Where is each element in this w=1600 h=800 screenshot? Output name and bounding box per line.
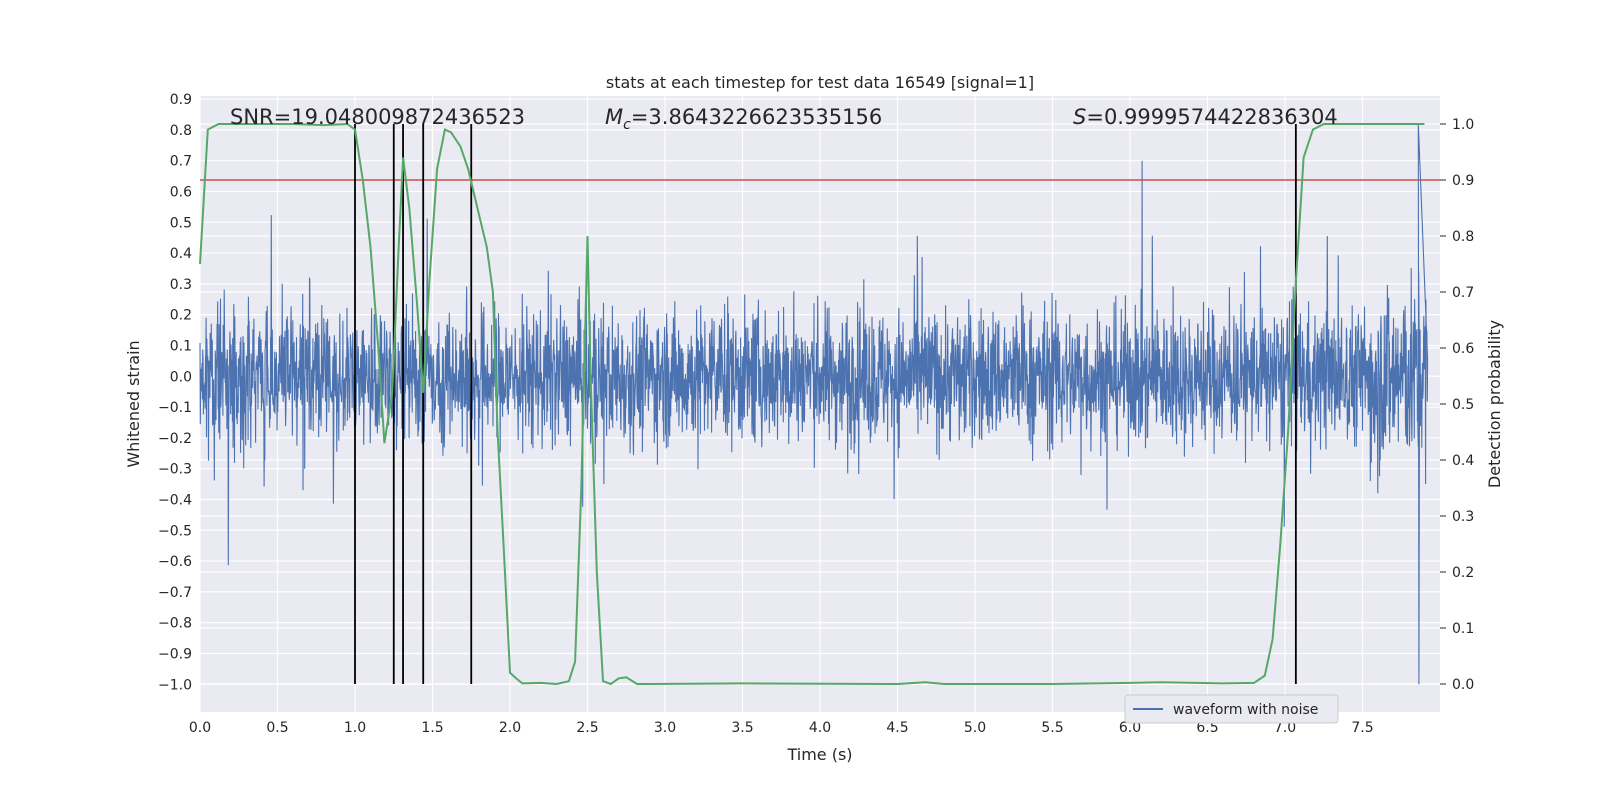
y-right-tick-label: 0.9 bbox=[1452, 173, 1474, 189]
y-left-tick-label: 0.3 bbox=[170, 277, 192, 293]
x-tick-label: 0.5 bbox=[266, 720, 288, 736]
probability-series bbox=[199, 122, 1425, 686]
x-tick-label: 0.0 bbox=[189, 720, 211, 736]
y-left-tick-label: 0.9 bbox=[170, 92, 192, 108]
y-right-tick-label: 0.0 bbox=[1452, 677, 1474, 693]
x-tick-label: 4.0 bbox=[809, 720, 831, 736]
waveform-line bbox=[199, 123, 1429, 685]
y-left-tick-label: −0.1 bbox=[158, 400, 192, 416]
legend-label-waveform: waveform with noise bbox=[1173, 702, 1318, 718]
y-right-tick-label: 0.2 bbox=[1452, 565, 1474, 581]
y-right-tick-label: 1.0 bbox=[1452, 117, 1474, 133]
x-tick-label: 6.0 bbox=[1119, 720, 1141, 736]
y-left-tick-label: −0.5 bbox=[158, 523, 192, 539]
y-left-tick-label: 0.5 bbox=[170, 215, 192, 231]
y-left-tick-label: −0.9 bbox=[158, 646, 192, 662]
y-left-axis-label: Whitened strain bbox=[124, 340, 143, 467]
y-left-tick-label: −1.0 bbox=[158, 677, 192, 693]
detection-stat-value: =0.9999574422836304 bbox=[1086, 105, 1337, 129]
legend: waveform with noise bbox=[1124, 694, 1339, 724]
y-left-tick-label: −0.8 bbox=[158, 616, 192, 632]
detection-stat-annotation: S=0.9999574422836304 bbox=[1073, 105, 1338, 129]
x-tick-label: 4.5 bbox=[886, 720, 908, 736]
y-right-tick-label: 0.7 bbox=[1452, 285, 1474, 301]
y-left-tick-labels: 0.9 0.8 0.7 0.6 0.5 0.4 0.3 0.2 0.1 0.0 −0.1 −0.2 −0… bbox=[158, 92, 192, 693]
x-tick-labels: 0.0 0.5 1.0 1.5 2.0 2.5 3.0 3.5 4.0 4.5 5.0 5.5 6.0 6… bbox=[189, 720, 1374, 736]
chart-title: stats at each timestep for test data 165… bbox=[606, 73, 1034, 92]
y-left-tick-label: −0.7 bbox=[158, 585, 192, 601]
x-axis-label: Time (s) bbox=[786, 745, 852, 764]
x-tick-label: 1.5 bbox=[421, 720, 443, 736]
x-tick-label: 5.0 bbox=[964, 720, 986, 736]
y-left-tick-label: −0.3 bbox=[158, 462, 192, 478]
y-right-tick-label: 0.1 bbox=[1452, 621, 1474, 637]
x-tick-label: 1.0 bbox=[344, 720, 366, 736]
y-right-tick-label: 0.6 bbox=[1452, 341, 1474, 357]
x-tick-label: 3.0 bbox=[654, 720, 676, 736]
x-tick-label: 7.5 bbox=[1351, 720, 1373, 736]
chirp-mass-value: =3.8643226623535156 bbox=[631, 105, 882, 129]
y-left-tick-label: 0.8 bbox=[170, 123, 192, 139]
y-right-tick-labels: 1.0 0.9 0.8 0.7 0.6 0.5 0.4 0.3 0.2 0.1 0.0 bbox=[1440, 117, 1474, 693]
x-tick-label: 6.5 bbox=[1196, 720, 1218, 736]
vertical-markers bbox=[354, 124, 1297, 684]
y-left-tick-label: 0.7 bbox=[170, 154, 192, 170]
x-tick-label: 2.0 bbox=[499, 720, 521, 736]
y-left-tick-label: 0.6 bbox=[170, 184, 192, 200]
y-right-tick-label: 0.4 bbox=[1452, 453, 1474, 469]
y-left-tick-label: −0.6 bbox=[158, 554, 192, 570]
y-left-tick-label: 0.0 bbox=[170, 369, 192, 385]
detection-stat-symbol: S bbox=[1073, 105, 1086, 129]
y-left-tick-label: 0.4 bbox=[170, 246, 192, 262]
x-tick-label: 2.5 bbox=[576, 720, 598, 736]
y-left-tick-label: −0.4 bbox=[158, 492, 192, 508]
x-tick-label: 7.0 bbox=[1274, 720, 1296, 736]
y-right-axis-label: Detection probability bbox=[1485, 320, 1504, 488]
chirp-mass-subscript: c bbox=[623, 117, 631, 133]
legend-box bbox=[1124, 694, 1339, 724]
x-tick-label: 3.5 bbox=[731, 720, 753, 736]
y-left-tick-label: −0.2 bbox=[158, 431, 192, 447]
snr-annotation: SNR=19.048009872436523 bbox=[230, 105, 525, 129]
y-left-tick-label: 0.1 bbox=[170, 338, 192, 354]
probability-line bbox=[199, 122, 1425, 686]
y-right-tick-label: 0.8 bbox=[1452, 229, 1474, 245]
chirp-mass-annotation: Mc=3.8643226623535156 bbox=[605, 105, 882, 133]
chirp-mass-symbol: M bbox=[605, 105, 623, 129]
y-right-tick-label: 0.3 bbox=[1452, 509, 1474, 525]
y-right-tick-label: 0.5 bbox=[1452, 397, 1474, 413]
waveform-series bbox=[199, 123, 1429, 685]
y-left-tick-label: 0.2 bbox=[170, 308, 192, 324]
x-tick-label: 5.5 bbox=[1041, 720, 1063, 736]
